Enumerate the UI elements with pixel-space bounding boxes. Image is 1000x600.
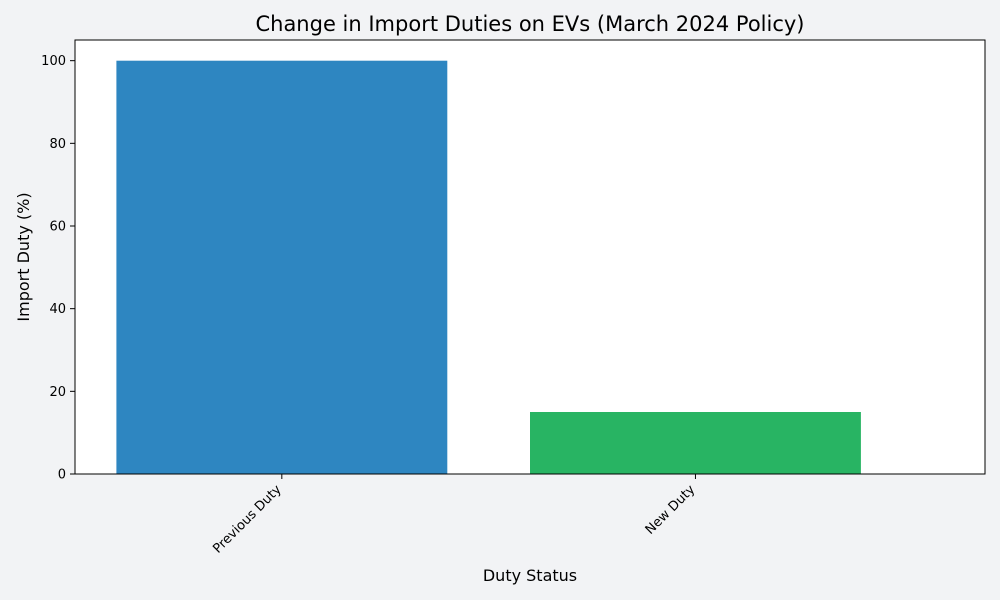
y-tick-label: 100: [41, 54, 66, 69]
bar-new-duty: [530, 412, 861, 474]
x-tick-label: Previous Duty: [210, 482, 285, 557]
y-tick-label: 80: [49, 137, 66, 152]
x-tick-label: New Duty: [643, 482, 699, 538]
y-axis-label: Import Duty (%): [14, 192, 33, 321]
x-axis-label: Duty Status: [483, 566, 577, 585]
bars-group: [116, 60, 861, 474]
bar-previous-duty: [116, 60, 448, 474]
y-tick-label: 0: [58, 468, 66, 483]
plot-frame: [74, 39, 986, 475]
y-tick-label: 20: [49, 385, 66, 400]
x-axis: Previous Duty New Duty: [210, 474, 698, 557]
chart-title: Change in Import Duties on EVs (March 20…: [255, 12, 804, 36]
y-tick-label: 40: [49, 302, 66, 317]
y-axis: 0 20 40 60 80 100: [41, 54, 75, 483]
y-tick-label: 60: [49, 220, 66, 235]
